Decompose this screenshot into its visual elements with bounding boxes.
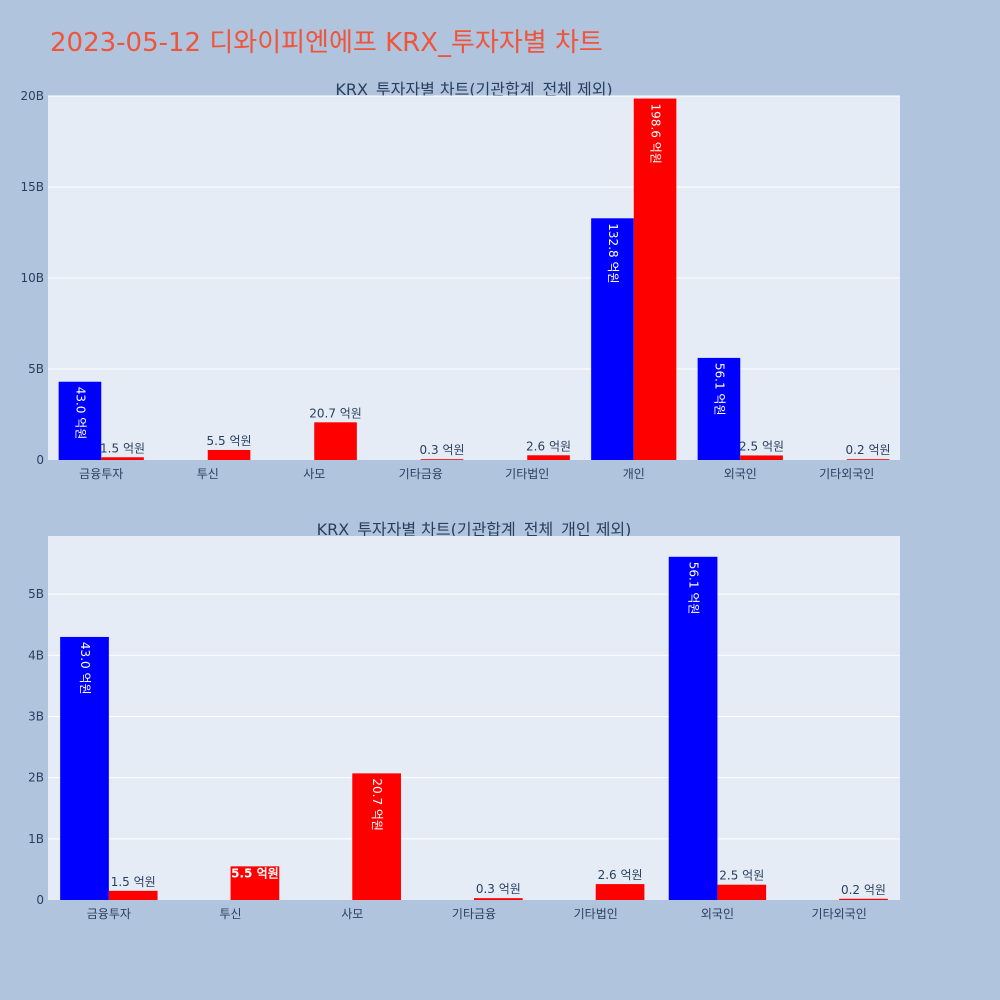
y-tick-label: 4B — [28, 648, 44, 662]
bar-red — [352, 773, 401, 900]
bar-blue — [591, 218, 634, 460]
investor-chart-excluding-individual: KRX_투자자별 차트(기관합계_전체_개인 제외) 0 1B 2B 3B 4B 5B 금융투… — [28, 520, 900, 921]
y-tick-label: 3B — [28, 709, 44, 723]
x-tick-label: 개인 — [623, 467, 645, 481]
bar-red — [314, 422, 357, 460]
data-label: 43.0 억원 — [73, 387, 87, 440]
data-label: 20.7 억원 — [309, 406, 362, 420]
data-label: 56.1 억원 — [687, 562, 701, 615]
bar-red — [717, 884, 767, 900]
bar-blue — [58, 381, 102, 460]
x-tick-label: 외국인 — [701, 907, 734, 921]
investor-chart-total: KRX_투자자별 차트(기관합계_전체 제외) 0 5B 10B 15B 20B 금융투자 투… — [20, 80, 900, 481]
x-tick-label: 기타금융 — [452, 907, 496, 921]
data-label: 2.6 억원 — [598, 868, 643, 882]
x-tick-label: 기타외국인 — [812, 907, 867, 921]
bar-blue — [60, 636, 109, 900]
bar-blue — [668, 556, 718, 900]
chart-title: KRX_투자자별 차트(기관합계_전체_개인 제외) — [317, 520, 632, 540]
bar-red — [527, 455, 570, 460]
bar-red — [846, 459, 890, 460]
bar-red — [474, 898, 523, 900]
y-tick-label: 2B — [28, 771, 44, 785]
bar-red — [633, 98, 677, 460]
data-label: 5.5 억원 — [231, 866, 279, 880]
x-tick-label: 사모 — [341, 907, 363, 921]
bar-red — [839, 898, 888, 900]
y-tick-label: 5B — [28, 362, 44, 376]
y-tick-label: 10B — [20, 271, 44, 285]
data-label: 0.2 억원 — [846, 443, 891, 457]
x-tick-label: 금융투자 — [87, 907, 131, 921]
x-tick-label: 금융투자 — [79, 467, 123, 481]
data-label: 43.0 억원 — [78, 642, 92, 695]
bar-red — [108, 890, 158, 900]
data-label: 5.5 억원 — [207, 434, 252, 448]
x-tick-label: 기타법인 — [574, 907, 618, 921]
data-label: 2.6 억원 — [526, 439, 571, 453]
data-label: 198.6 억원 — [649, 104, 663, 164]
x-tick-label: 사모 — [303, 467, 325, 481]
data-label: 2.5 억원 — [739, 439, 784, 453]
data-label: 0.3 억원 — [420, 443, 465, 457]
data-label: 0.3 억원 — [476, 882, 521, 896]
data-label: 1.5 억원 — [100, 441, 145, 455]
bar-red — [420, 459, 464, 460]
y-tick-label: 15B — [20, 180, 44, 194]
bar-red — [101, 457, 144, 460]
data-label: 20.7 억원 — [370, 778, 384, 831]
bar-red — [230, 866, 280, 900]
data-label: 1.5 억원 — [111, 875, 156, 889]
y-tick-label: 0 — [36, 453, 44, 467]
x-tick-label: 기타법인 — [505, 467, 549, 481]
data-label: 56.1 억원 — [712, 363, 726, 416]
x-tick-label: 기타외국인 — [819, 467, 874, 481]
data-label: 2.5 억원 — [719, 869, 764, 883]
x-tick-label: 외국인 — [724, 467, 757, 481]
y-tick-label: 20B — [20, 89, 44, 103]
data-label: 132.8 억원 — [606, 223, 620, 283]
plot-area — [48, 536, 900, 900]
bar-red — [207, 449, 251, 460]
bar-red — [595, 884, 645, 900]
y-tick-label: 1B — [28, 832, 44, 846]
x-tick-label: 투신 — [197, 467, 219, 481]
y-tick-label: 0 — [36, 893, 44, 907]
bar-red — [740, 455, 783, 460]
y-tick-label: 5B — [28, 587, 44, 601]
x-tick-label: 투신 — [220, 907, 242, 921]
x-tick-label: 기타금융 — [399, 467, 443, 481]
bar-blue — [697, 357, 741, 460]
data-label: 0.2 억원 — [841, 883, 886, 897]
chart-title: KRX_투자자별 차트(기관합계_전체 제외) — [335, 80, 612, 100]
page-title: 2023-05-12 디와이피엔에프 KRX_투자자별 차트 — [50, 28, 603, 58]
